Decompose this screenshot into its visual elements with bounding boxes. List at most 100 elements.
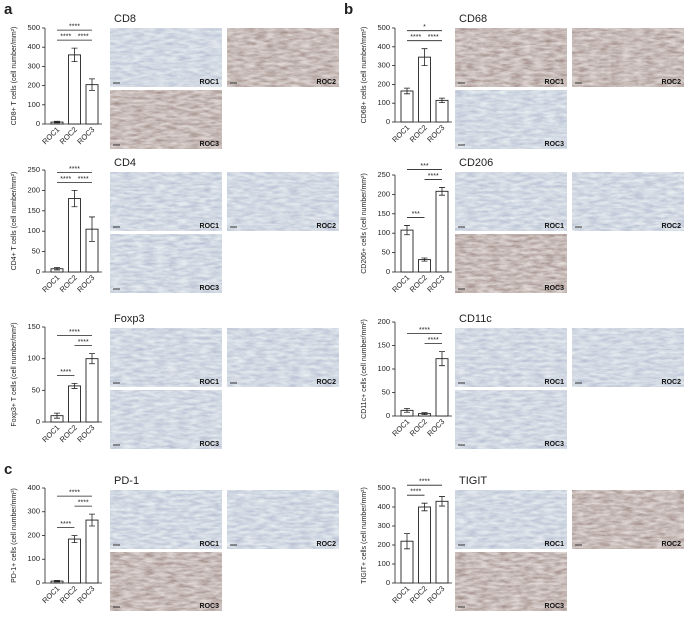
bar (435, 99, 449, 123)
significance-label: **** (60, 521, 71, 528)
x-tick-label: ROC2 (408, 584, 429, 605)
y-tick-label: 200 (377, 79, 390, 88)
error-bar (404, 408, 410, 413)
y-tick-label: 500 (27, 23, 40, 32)
y-tick-label: 200 (377, 540, 390, 549)
image-label: ROC3 (200, 603, 220, 610)
x-tick-label: ROC2 (58, 125, 79, 146)
y-tick-label: 200 (27, 185, 40, 194)
y-axis-label: Foxp3+ T cells (cell number/mm²) (11, 322, 18, 426)
y-axis-label: CD8+ T cells (cell number/mm²) (11, 27, 18, 126)
error-bar (421, 48, 428, 66)
ihc-image (572, 28, 684, 87)
image-label: ROC3 (545, 141, 565, 148)
chart-title: CD206 (459, 157, 493, 169)
error-bar (439, 351, 445, 367)
ihc-image (110, 328, 222, 387)
panel-letter: b (344, 1, 353, 18)
chart-title: TIGIT (459, 475, 487, 487)
chart-title: CD4 (114, 157, 136, 169)
x-tick-label: ROC1 (390, 584, 411, 605)
significance-label: **** (419, 479, 430, 486)
error-bar (89, 216, 95, 242)
chart-title: Foxp3 (114, 313, 145, 325)
ihc-image (227, 172, 339, 231)
y-tick-label: 200 (27, 530, 40, 539)
bar (400, 90, 414, 123)
y-tick-label: 0 (386, 578, 390, 587)
significance-label: **** (428, 173, 439, 180)
significance-label: *** (412, 211, 420, 218)
ihc-image (110, 552, 222, 611)
image-label: ROC2 (662, 223, 682, 230)
significance-label: **** (428, 337, 439, 344)
bar (68, 198, 81, 273)
image-label: ROC2 (662, 379, 682, 386)
ihc-image (227, 328, 339, 387)
y-tick-label: 0 (36, 267, 40, 276)
x-tick-label: ROC3 (75, 423, 96, 444)
ihc-image (572, 328, 684, 387)
significance-label: **** (78, 339, 89, 346)
ihc-image (572, 172, 684, 231)
bar (68, 538, 81, 584)
y-tick-label: 0 (36, 578, 40, 587)
error-bar (71, 382, 78, 389)
error-bar (89, 513, 95, 527)
chart-title: CD11c (459, 313, 492, 325)
x-tick-label: ROC1 (40, 423, 61, 444)
error-bar (89, 78, 95, 91)
image-label: ROC2 (662, 541, 682, 548)
y-tick-label: 150 (27, 206, 40, 215)
ihc-image (455, 390, 567, 449)
image-label: ROC2 (662, 79, 682, 86)
ihc-image (110, 90, 222, 149)
ihc-image (455, 234, 567, 293)
image-label: ROC3 (545, 285, 565, 292)
significance-label: **** (60, 369, 71, 376)
x-tick-label: ROC1 (390, 123, 411, 144)
bar (85, 519, 99, 584)
significance-label: **** (410, 34, 421, 41)
y-tick-label: 500 (377, 23, 390, 32)
significance-label: **** (69, 490, 80, 497)
significance-label: **** (428, 34, 439, 41)
x-tick-label: ROC1 (40, 584, 61, 605)
y-axis-label: CD206+ cells (cell number/mm²) (361, 173, 368, 274)
y-tick-label: 50 (382, 248, 390, 257)
image-label: ROC3 (200, 441, 220, 448)
x-tick-label: ROC2 (58, 584, 79, 605)
y-tick-label: 200 (377, 189, 390, 198)
image-label: ROC1 (200, 379, 220, 386)
image-label: ROC1 (545, 541, 565, 548)
ihc-image (110, 234, 222, 293)
error-bar (54, 412, 60, 419)
ihc-image (227, 28, 339, 87)
ihc-image (455, 552, 567, 611)
ihc-image (110, 390, 222, 449)
bar (68, 385, 81, 423)
error-bar (439, 496, 445, 507)
significance-label: * (423, 24, 426, 31)
y-tick-label: 50 (32, 385, 40, 394)
significance-label: **** (60, 34, 71, 41)
significance-label: *** (420, 163, 428, 170)
y-tick-label: 150 (27, 322, 40, 331)
y-tick-label: 300 (377, 521, 390, 530)
y-tick-label: 400 (27, 42, 40, 51)
image-label: ROC1 (200, 79, 220, 86)
y-tick-label: 0 (386, 267, 390, 276)
image-label: ROC1 (545, 379, 565, 386)
x-tick-label: ROC2 (58, 273, 79, 294)
y-tick-label: 300 (377, 61, 390, 70)
error-bar (54, 267, 60, 271)
image-label: ROC3 (545, 441, 565, 448)
error-bar (421, 412, 428, 415)
x-tick-label: ROC3 (75, 273, 96, 294)
y-tick-label: 0 (36, 119, 40, 128)
image-label: ROC2 (317, 79, 337, 86)
y-tick-label: 50 (382, 387, 390, 396)
x-tick-label: ROC1 (40, 273, 61, 294)
error-bar (421, 257, 428, 262)
significance-label: **** (78, 176, 89, 183)
